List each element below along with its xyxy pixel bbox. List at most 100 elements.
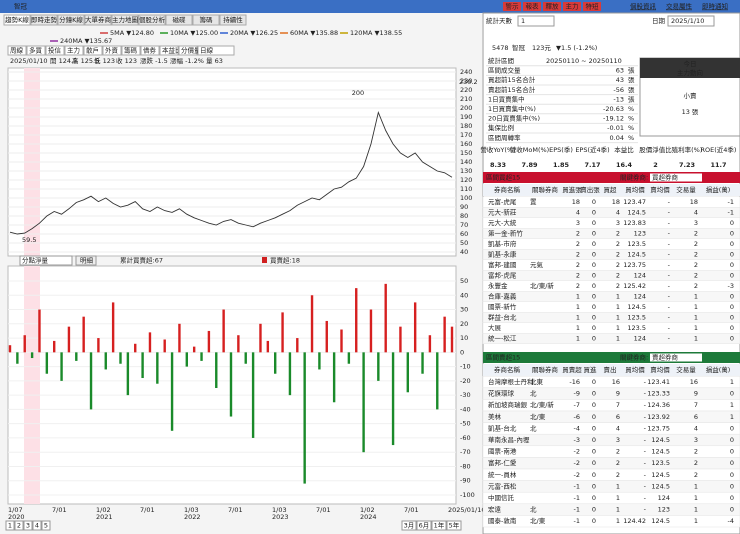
tab[interactable] [3,14,31,26]
select[interactable] [650,353,702,362]
sub-tab-label[interactable]: 周線 [10,46,24,55]
select[interactable] [19,255,73,266]
tool-button-label[interactable]: 報表 [526,2,540,11]
tool-button[interactable] [523,2,541,11]
table-row[interactable] [482,280,740,292]
tool-link[interactable]: 即時通知 [702,2,728,11]
sub-tab-label[interactable]: 本益比 [162,46,182,55]
sub-tab[interactable] [159,45,179,56]
sub-tab-label[interactable]: 籌碼 [124,46,138,55]
tab[interactable] [165,14,193,26]
tab[interactable] [138,14,166,26]
tool-button-label[interactable]: 主力 [566,2,579,11]
table-row[interactable] [482,301,740,313]
range-button[interactable] [416,520,432,531]
page-label[interactable]: 3 [26,522,30,530]
sub-tab[interactable] [121,45,141,56]
table-row[interactable] [482,491,740,505]
tab[interactable] [57,14,85,26]
tab-label[interactable]: 持續性 [223,15,243,24]
tab-label[interactable]: 主力地圖 [112,15,138,24]
tab[interactable] [111,14,139,26]
table-row[interactable] [482,333,740,344]
table-row[interactable] [482,259,740,271]
sub-tab[interactable] [26,45,46,56]
table-row[interactable] [482,445,740,458]
page-button[interactable] [41,520,51,531]
tab[interactable] [84,14,112,26]
sub-tab[interactable] [178,45,198,56]
tool-button[interactable] [503,2,521,11]
table-row[interactable] [482,238,740,250]
range-button[interactable] [446,520,462,531]
sub-tab[interactable] [140,45,160,56]
date-input[interactable] [667,15,715,27]
sub-tab-label[interactable]: 主力 [67,46,80,55]
table-row[interactable] [482,207,740,218]
sub-tab[interactable] [102,45,122,56]
table-row[interactable] [482,387,740,400]
tool-button[interactable] [543,2,561,11]
page-button[interactable] [23,520,33,531]
table-row[interactable] [482,291,740,302]
table-row[interactable] [482,312,740,323]
page-button[interactable] [5,520,15,531]
table-row[interactable] [482,217,740,229]
tab[interactable] [192,14,220,26]
table-row[interactable] [482,480,740,493]
tab-label[interactable]: 籌碼 [200,15,214,24]
tool-link[interactable]: 個股資訊 [630,2,657,11]
table-row[interactable] [482,410,740,423]
tool-button[interactable] [563,2,581,11]
tool-link[interactable]: 交易屬性 [666,2,693,11]
range-label[interactable]: 6月 [419,522,430,530]
select[interactable] [650,173,702,182]
tool-button-label[interactable]: 釋放 [546,2,560,11]
sub-tab[interactable] [45,45,65,56]
range-button[interactable] [401,520,417,531]
page-label[interactable]: 1 [8,522,12,530]
sub-tab-label[interactable]: 借券 [143,46,157,55]
table-row[interactable] [482,468,740,481]
stat-days-select[interactable] [517,15,555,27]
sub-tab-label[interactable]: 多買 [29,46,43,55]
tab-label[interactable]: 個股分析 [139,15,166,24]
tool-button-label[interactable]: 特短 [586,2,600,11]
table-row[interactable] [482,422,740,435]
table-row[interactable] [482,322,740,334]
tool-button-label[interactable]: 警示 [506,2,520,11]
sub-tab[interactable] [83,45,103,56]
sub-tab[interactable] [197,45,235,56]
table-row[interactable] [482,503,740,516]
table-row[interactable] [482,457,740,470]
tab-label[interactable]: 分鐘K線 [59,15,83,24]
range-label[interactable]: 1年 [434,521,445,530]
table-row[interactable] [482,249,740,260]
tab-label[interactable]: 磁碟 [173,15,187,24]
select-value[interactable]: 賣超券商 [652,353,679,362]
range-button[interactable] [431,520,447,531]
page-label[interactable]: 4 [35,522,39,530]
range-label[interactable]: 5年 [449,521,460,530]
sub-tab-label[interactable]: 投信 [48,46,62,55]
button-label[interactable]: 明細 [80,256,94,265]
tab[interactable] [219,14,247,26]
page-button[interactable] [32,520,42,531]
table-row[interactable] [482,515,740,528]
table-row[interactable] [482,270,740,281]
sub-tab-label[interactable]: 日線 [200,46,214,55]
tool-button[interactable] [583,2,601,11]
sub-tab[interactable] [7,45,27,56]
sub-tab[interactable] [64,45,84,56]
page-label[interactable]: 2 [17,522,21,530]
tab-label[interactable]: 即時走勢 [31,15,58,24]
tab[interactable] [30,14,58,26]
tab-label[interactable]: 趨勢K線 [5,15,29,24]
tab-label[interactable]: 大單券商 [85,15,112,24]
select-value[interactable]: 買超券商 [652,173,679,182]
range-label[interactable]: 3月 [404,522,415,530]
page-label[interactable]: 5 [44,522,48,530]
sub-tab-label[interactable]: 外資 [105,46,119,55]
sub-tab-label[interactable]: 分價量 [181,46,201,55]
date[interactable]: 2025/1/10 [671,17,704,25]
